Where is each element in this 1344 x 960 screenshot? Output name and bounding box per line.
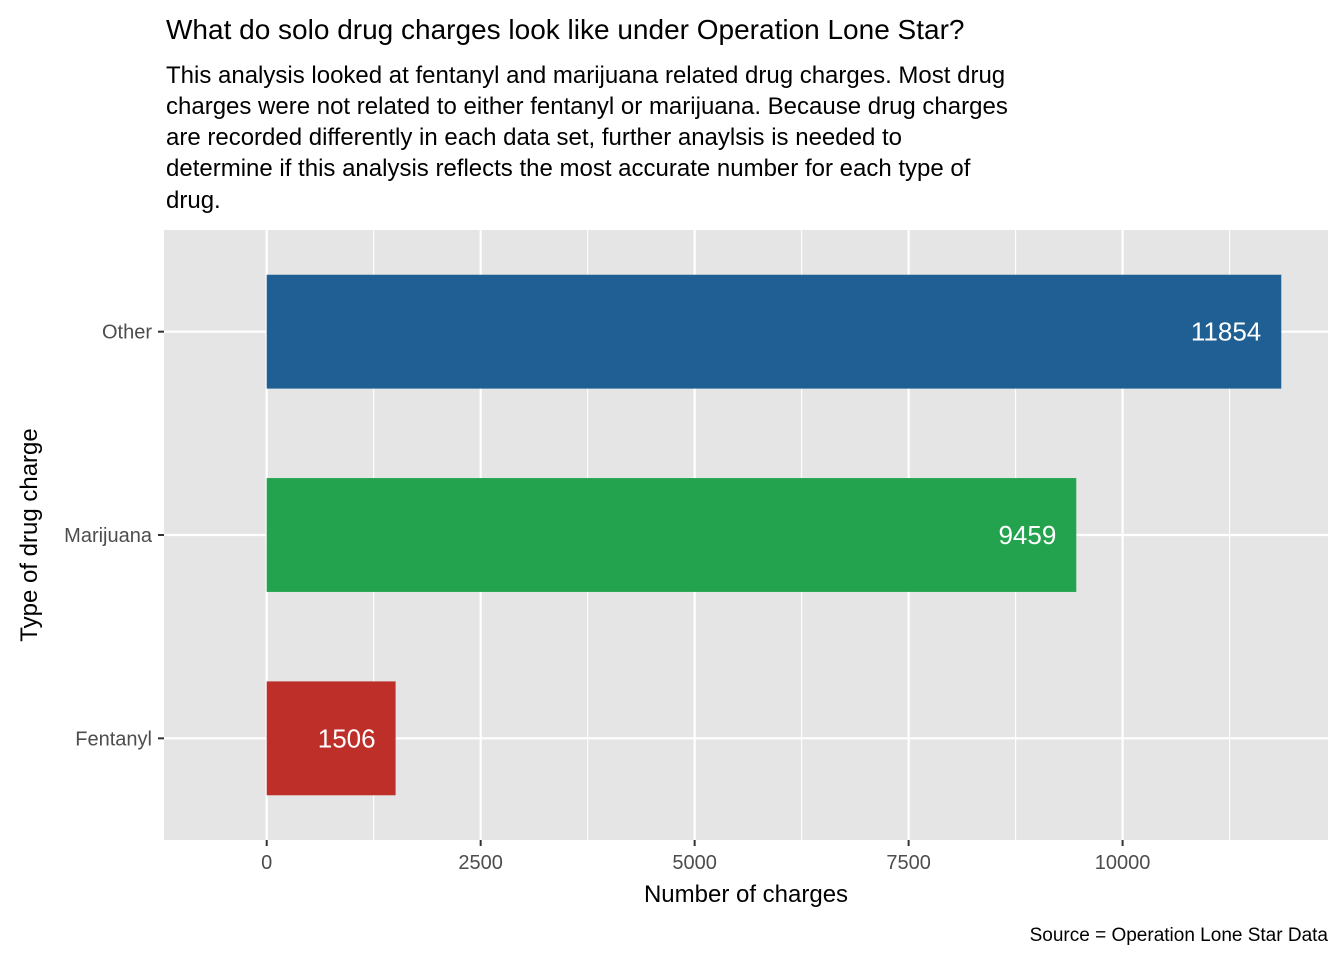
- y-tick-label: Other: [102, 322, 152, 344]
- x-axis: 0 2500 5000 7500 10000: [261, 840, 1150, 874]
- chart-title: What do solo drug charges look like unde…: [166, 14, 964, 45]
- bar-value-label: 1506: [318, 723, 376, 753]
- bar-value-label: 9459: [998, 520, 1056, 550]
- bar-value-label: 11854: [1191, 317, 1261, 347]
- y-axis-title: Type of drug charge: [16, 428, 43, 641]
- y-tick-label: Fentanyl: [75, 728, 152, 750]
- bar-other: [266, 274, 1282, 389]
- x-tick-label: 0: [261, 852, 272, 874]
- bar-data-labels: 1506 9459 11854: [318, 317, 1262, 754]
- subtitle-line: determine if this analysis reflects the …: [166, 155, 971, 182]
- x-tick-label: 2500: [458, 852, 503, 874]
- bars: [266, 274, 1282, 796]
- subtitle-line: drug.: [166, 187, 221, 214]
- y-tick-label: Marijuana: [64, 525, 153, 547]
- bar-marijuana: [266, 478, 1077, 592]
- x-tick-label: 5000: [672, 852, 717, 874]
- subtitle-line: This analysis looked at fentanyl and mar…: [166, 62, 1005, 89]
- chart-subtitle: This analysis looked at fentanyl and mar…: [166, 62, 1015, 214]
- y-axis: Fentanyl Marijuana Other: [64, 322, 164, 750]
- chart-caption: Source = Operation Lone Star Data: [1030, 925, 1329, 946]
- subtitle-line: are recorded differently in each data se…: [166, 124, 902, 151]
- subtitle-line: charges were not related to either fenta…: [166, 93, 1008, 120]
- x-tick-label: 7500: [886, 852, 931, 874]
- x-axis-title: Number of charges: [644, 881, 848, 908]
- bar-fentanyl: [266, 681, 396, 796]
- x-tick-label: 10000: [1095, 852, 1151, 874]
